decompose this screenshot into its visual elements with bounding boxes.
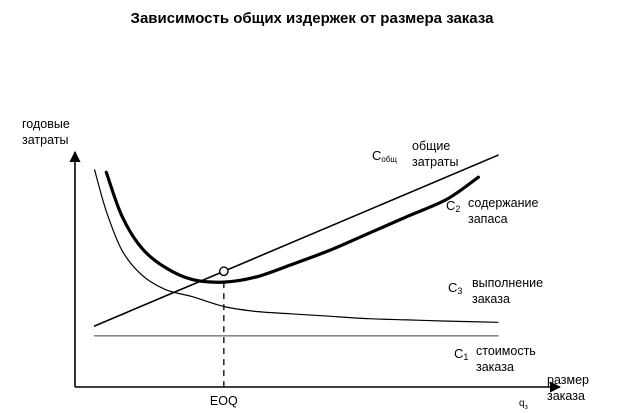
eoq-intersection-point bbox=[218, 266, 229, 277]
series-name-ordering-line1: выполнение bbox=[472, 276, 543, 290]
series-name-ordering-line2: заказа bbox=[472, 292, 510, 306]
y-axis-label-line2: затраты bbox=[22, 133, 68, 147]
series-symbol-total: Cобщ bbox=[372, 148, 397, 164]
x-axis-label-line1: размер bbox=[547, 373, 589, 387]
series-name-holding-line2: запаса bbox=[468, 212, 508, 226]
x-axis-symbol: qз bbox=[519, 398, 528, 411]
series-label-holding: C2 содержание запаса bbox=[446, 196, 538, 226]
y-axis-label-line1: годовые bbox=[22, 117, 70, 131]
series-symbol-purchase: C1 bbox=[454, 346, 468, 362]
series-name-total-line1: общие bbox=[412, 139, 450, 153]
chart-title: Зависимость общих издержек от размера за… bbox=[131, 10, 495, 27]
series-symbol-ordering: C3 bbox=[448, 280, 462, 296]
series-name-purchase-line2: заказа bbox=[476, 360, 514, 374]
series-label-total: Cобщ общие затраты bbox=[372, 139, 458, 169]
series-symbol-holding: C2 bbox=[446, 198, 460, 214]
series-line-holding bbox=[93, 154, 499, 327]
x-axis-label-line2: заказа bbox=[547, 389, 585, 403]
series-name-holding-line1: содержание bbox=[468, 196, 538, 210]
series-line-total bbox=[104, 170, 480, 284]
series-name-purchase-line1: стоимость bbox=[476, 344, 536, 358]
series-name-total-line2: затраты bbox=[412, 155, 458, 169]
series-line-ordering bbox=[94, 169, 499, 323]
series-label-purchase: C1 стоимость заказа bbox=[454, 344, 536, 374]
x-tick-label-eoq: EOQ bbox=[210, 394, 238, 408]
series-layer bbox=[93, 154, 499, 337]
series-label-ordering: C3 выполнение заказа bbox=[448, 276, 543, 306]
